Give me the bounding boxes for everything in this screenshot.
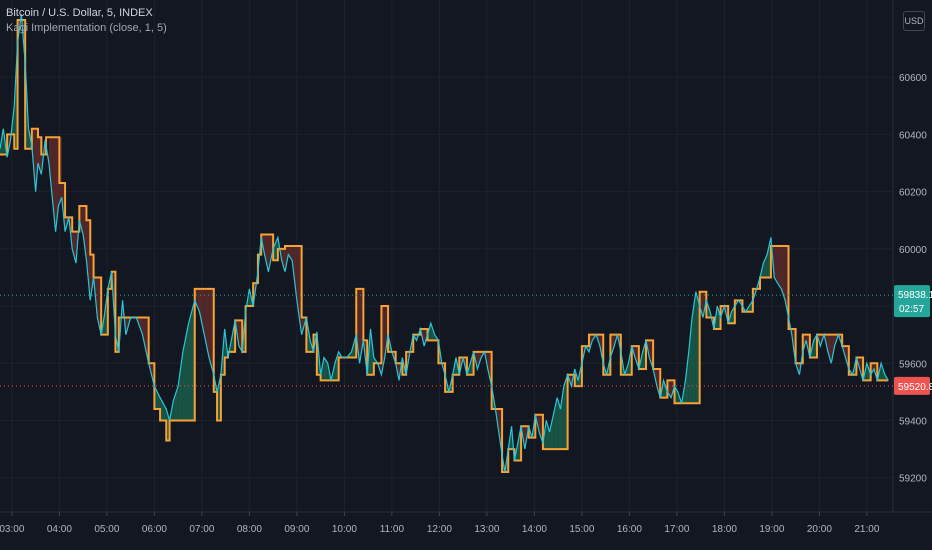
fill-up: [685, 351, 689, 404]
currency-button[interactable]: USD: [903, 11, 925, 31]
fill-up: [557, 397, 561, 450]
fill-down: [52, 137, 56, 232]
x-tick-label: 14:00: [522, 524, 547, 535]
fill-down: [777, 245, 782, 289]
fill-down: [199, 288, 205, 335]
fill-down: [781, 245, 786, 301]
fill-down: [827, 334, 832, 364]
fill-up: [763, 254, 768, 278]
fill-down: [48, 137, 53, 198]
fill-up: [560, 386, 564, 450]
x-tick-label: 08:00: [237, 524, 262, 535]
fill-up: [154, 386, 161, 410]
y-tick-label: 60000: [899, 245, 927, 256]
x-tick-label: 19:00: [759, 524, 784, 535]
x-tick-label: 16:00: [617, 524, 642, 535]
x-tick-label: 17:00: [664, 524, 689, 535]
symbol-title[interactable]: Bitcoin / U.S. Dollar, 5, INDEX: [6, 7, 153, 19]
fill-down: [142, 317, 149, 364]
fill-down: [72, 231, 76, 264]
fill-down: [288, 245, 293, 261]
price-badge-countdown: 02:57: [899, 304, 924, 315]
price-line: [0, 14, 889, 473]
x-tick-label: 09:00: [284, 524, 309, 535]
price-badge: [894, 376, 930, 395]
x-tick-label: 10:00: [332, 524, 357, 535]
x-tick-label: 21:00: [854, 524, 879, 535]
x-tick-label: 20:00: [807, 524, 832, 535]
x-tick-label: 04:00: [47, 524, 72, 535]
fill-down: [268, 234, 274, 272]
x-tick-label: 05:00: [94, 524, 119, 535]
x-tick-label: 07:00: [189, 524, 214, 535]
fill-down: [209, 288, 214, 375]
fill-down: [296, 245, 302, 335]
fill-down: [35, 128, 38, 192]
fill-down: [264, 234, 269, 272]
y-tick-label: 59400: [899, 416, 927, 427]
fill-down: [774, 245, 778, 284]
fill-down: [281, 248, 285, 272]
price-badge-value: 59838.11: [898, 290, 932, 301]
fill-up: [323, 357, 328, 381]
y-tick-label: 60400: [899, 130, 927, 141]
y-tick-label: 60600: [899, 73, 927, 84]
chart-legend: Bitcoin / U.S. Dollar, 5, INDEX Kagi Imp…: [6, 6, 167, 36]
fill-up: [688, 317, 693, 404]
y-tick-label: 60200: [899, 188, 927, 199]
fill-up: [546, 420, 550, 450]
fill-down: [194, 288, 200, 312]
fill-up: [173, 386, 179, 421]
x-tick-label: 18:00: [712, 524, 737, 535]
indicator-title[interactable]: Kagi Implementation (close, 1, 5): [6, 22, 167, 34]
x-tick-label: 03:00: [0, 524, 25, 535]
x-tick-label: 11:00: [380, 524, 405, 535]
x-tick-label: 06:00: [142, 524, 167, 535]
fill-up: [549, 414, 554, 450]
fill-up: [692, 291, 696, 404]
x-tick-label: 12:00: [427, 524, 452, 535]
kagi-line: [0, 19, 889, 473]
price-badge: [894, 285, 930, 318]
fill-up: [273, 237, 278, 261]
x-tick-label: 13:00: [474, 524, 499, 535]
x-tick-label: 15:00: [569, 524, 594, 535]
fill-up: [188, 300, 195, 421]
y-tick-label: 59200: [899, 474, 927, 485]
y-tick-label: 59600: [899, 359, 927, 370]
fill-up: [160, 397, 167, 421]
price-badge-value: 59520.83: [898, 382, 932, 393]
